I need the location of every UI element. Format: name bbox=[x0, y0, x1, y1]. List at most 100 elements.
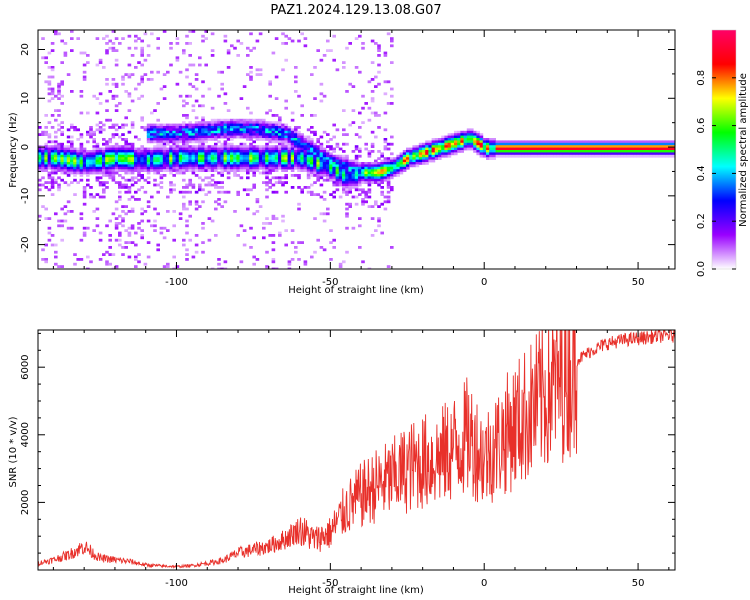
heatmap-cell bbox=[268, 128, 272, 132]
heatmap-cell bbox=[102, 188, 106, 192]
heatmap-cell bbox=[198, 205, 202, 208]
heatmap-cell bbox=[175, 130, 180, 134]
spectrogram-x-axis: -100 -50 0 50 bbox=[52, 30, 670, 288]
heatmap-cell bbox=[374, 176, 378, 180]
heatmap-cell bbox=[348, 205, 352, 208]
heatmap-cell bbox=[258, 118, 263, 122]
heatmap-cell bbox=[57, 169, 61, 172]
heatmap-cell bbox=[274, 138, 279, 141]
heatmap-cell bbox=[137, 178, 141, 182]
heatmap-cell bbox=[252, 159, 256, 163]
heatmap-cell bbox=[239, 260, 244, 264]
heatmap-cell bbox=[540, 150, 544, 153]
heatmap-cell bbox=[54, 147, 58, 151]
heatmap-cell bbox=[284, 152, 288, 156]
heatmap-cell bbox=[140, 54, 144, 57]
heatmap-cell bbox=[364, 195, 368, 199]
heatmap-cell bbox=[249, 162, 253, 165]
heatmap-cell bbox=[242, 128, 247, 132]
heatmap-cell bbox=[130, 145, 135, 148]
heatmap-cell bbox=[156, 138, 160, 141]
heatmap-cell bbox=[233, 171, 237, 175]
heatmap-cell bbox=[153, 130, 157, 134]
heatmap-cell bbox=[313, 157, 317, 160]
heatmap-cell bbox=[86, 154, 90, 158]
heatmap-cell bbox=[188, 147, 192, 151]
heatmap-cell bbox=[450, 133, 455, 136]
heatmap-cell bbox=[556, 142, 560, 146]
heatmap-cell bbox=[249, 150, 253, 153]
heatmap-cell bbox=[290, 111, 295, 115]
heatmap-cell bbox=[553, 142, 557, 146]
heatmap-cell bbox=[95, 193, 100, 196]
heatmap-cell bbox=[348, 186, 352, 189]
heatmap-cell bbox=[76, 157, 80, 160]
heatmap-cell bbox=[514, 145, 519, 148]
heatmap-cell bbox=[358, 166, 362, 170]
heatmap-cell bbox=[121, 133, 125, 136]
heatmap-cell bbox=[287, 130, 292, 134]
heatmap-cell bbox=[351, 178, 356, 182]
heatmap-cell bbox=[463, 135, 468, 139]
heatmap-cell bbox=[201, 140, 205, 144]
heatmap-cell bbox=[358, 181, 362, 184]
heatmap-cell bbox=[98, 164, 103, 168]
heatmap-cell bbox=[162, 140, 167, 144]
heatmap-cell bbox=[236, 193, 240, 196]
heatmap-cell bbox=[185, 248, 189, 252]
heatmap-cell bbox=[194, 164, 199, 168]
heatmap-cell bbox=[150, 135, 154, 139]
heatmap-cell bbox=[156, 157, 160, 160]
heatmap-cell bbox=[473, 138, 477, 141]
heatmap-cell bbox=[281, 32, 285, 36]
heatmap-cell bbox=[137, 222, 141, 225]
heatmap-cell bbox=[118, 154, 122, 158]
heatmap-cell bbox=[383, 200, 388, 204]
heatmap-cell bbox=[556, 150, 560, 153]
heatmap-cell bbox=[377, 181, 381, 184]
heatmap-cell bbox=[182, 243, 186, 247]
heatmap-cell bbox=[98, 166, 103, 170]
heatmap-cell bbox=[297, 130, 301, 134]
heatmap-cell bbox=[159, 138, 164, 141]
heatmap-cell bbox=[111, 157, 116, 160]
heatmap-cell bbox=[623, 152, 628, 156]
heatmap-cell bbox=[172, 255, 176, 259]
heatmap-cell bbox=[354, 174, 359, 177]
heatmap-cell bbox=[162, 157, 167, 160]
heatmap-cell bbox=[159, 133, 164, 136]
heatmap-cell bbox=[601, 140, 605, 144]
heatmap-cell bbox=[604, 154, 608, 158]
heatmap-cell bbox=[380, 171, 384, 175]
heatmap-cell bbox=[505, 145, 509, 148]
heatmap-cell bbox=[188, 63, 192, 67]
heatmap-cell bbox=[361, 190, 365, 194]
heatmap-cell bbox=[425, 147, 429, 151]
heatmap-cell bbox=[191, 126, 196, 129]
heatmap-cell bbox=[265, 135, 269, 139]
heatmap-cell bbox=[121, 126, 125, 129]
heatmap-cell bbox=[297, 162, 301, 165]
heatmap-cell bbox=[668, 154, 672, 158]
heatmap-cell bbox=[505, 150, 509, 153]
heatmap-cell bbox=[137, 159, 141, 163]
heatmap-cell bbox=[214, 162, 218, 165]
heatmap-cell bbox=[230, 159, 234, 163]
heatmap-cell bbox=[159, 226, 164, 230]
heatmap-cell bbox=[162, 169, 167, 172]
heatmap-cell bbox=[278, 123, 282, 127]
heatmap-cell bbox=[310, 255, 314, 259]
heatmap-cell bbox=[319, 162, 324, 165]
heatmap-cell bbox=[306, 135, 311, 139]
heatmap-cell bbox=[89, 162, 93, 165]
heatmap-cell bbox=[86, 54, 90, 57]
heatmap-cell bbox=[630, 147, 634, 151]
heatmap-cell bbox=[383, 178, 388, 182]
heatmap-cell bbox=[217, 133, 221, 136]
heatmap-cell bbox=[310, 174, 314, 177]
heatmap-cell bbox=[223, 142, 228, 146]
heatmap-cell bbox=[342, 154, 346, 158]
heatmap-cell bbox=[332, 157, 336, 160]
heatmap-cell bbox=[322, 164, 327, 168]
